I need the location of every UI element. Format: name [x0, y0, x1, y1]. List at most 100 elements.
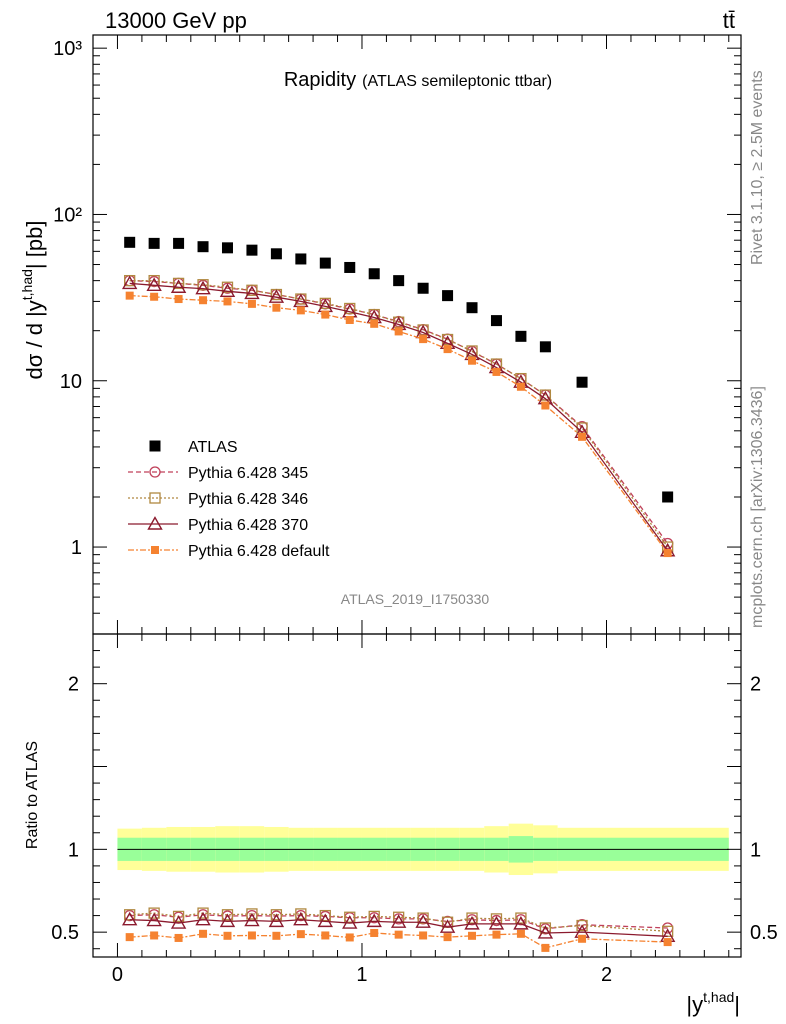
- ratio-point-s2-17: [537, 925, 554, 939]
- analysis-id: ATLAS_2019_I1750330: [341, 591, 490, 607]
- legend-marker-3: [147, 516, 163, 530]
- ratio-point-s3-10: [370, 928, 379, 937]
- ratio-series-line-1: [129, 912, 668, 932]
- ratio-y-tick-label-left: 0.5: [51, 922, 79, 944]
- main-point-s0-17: [539, 341, 551, 353]
- main-point-s4-12: [419, 335, 428, 344]
- rivet-label: Rivet 3.1.10, ≥ 2.5M events: [749, 70, 766, 265]
- legend: ATLAS Pythia 6.428 345 Pythia 6.428 346 Pyt…: [128, 439, 330, 560]
- main-point-s0-0: [124, 236, 136, 248]
- ratio-point-s3-11: [394, 930, 403, 939]
- main-y-tick-label: 10²: [53, 204, 82, 226]
- ratio-point-s2-2: [170, 915, 187, 929]
- ratio-point-s3-14: [468, 931, 477, 940]
- ratio-y-tick-label-left: 1: [68, 839, 79, 861]
- main-point-s0-19: [662, 491, 674, 503]
- main-point-s2-14: [466, 345, 478, 357]
- main-point-s0-3: [197, 241, 209, 253]
- ratio-point-s3-3: [199, 929, 208, 938]
- main-ylabel: dσ / d |yt,had| [pb]: [19, 221, 47, 380]
- mcplots-label: mcplots.cern.ch [arXiv:1306.3436]: [749, 386, 766, 628]
- ratio-point-s3-18: [578, 934, 587, 943]
- main-y-tick-label: 1: [71, 537, 82, 559]
- main-ylabel-sup: t,had: [19, 269, 35, 300]
- main-point-s4-4: [223, 297, 232, 306]
- ratio-point-s1-14: [466, 912, 478, 924]
- ratio-point-s3-19: [663, 938, 672, 947]
- ratio-point-s1-12: [417, 912, 429, 924]
- main-point-s4-16: [516, 382, 525, 391]
- main-point-s0-10: [368, 268, 380, 280]
- main-point-s4-10: [370, 319, 379, 328]
- main-point-s0-18: [576, 376, 588, 388]
- ratio-point-s2-9: [342, 915, 358, 929]
- legend-label-1: Pythia 6.428 345: [188, 465, 308, 482]
- legend-label-0: ATLAS: [188, 439, 238, 456]
- ratio-point-s3-16: [516, 929, 525, 938]
- ratio-point-s1-3: [197, 907, 209, 919]
- main-point-s2-9: [344, 302, 356, 315]
- main-point-s2-4: [221, 281, 234, 293]
- legend-marker-4: [151, 546, 159, 554]
- ratio-ylabel: Ratio to ATLAS: [24, 741, 41, 849]
- main-point-s3-1: [146, 277, 162, 291]
- ratio-point-s3-12: [419, 931, 428, 940]
- ratio-point-s2-6: [268, 913, 285, 928]
- ratio-point-s2-1: [146, 912, 162, 927]
- legend-marker-2: [149, 492, 161, 504]
- plot-title-sub: (ATLAS semileptonic ttbar): [362, 73, 552, 90]
- plot-title-main: Rapidity: [284, 69, 356, 91]
- legend-label-2: Pythia 6.428 346: [188, 491, 308, 508]
- ratio-y-tick-label-left: 2: [68, 674, 79, 696]
- xlabel: |yt,had|: [686, 989, 740, 1017]
- ratio-point-s1-18: [576, 919, 588, 932]
- plot-title: Rapidity (ATLAS semileptonic ttbar): [284, 69, 552, 91]
- ratio-panel: 0 1 2 0.5 0.5 1 1 2 2: [51, 35, 778, 986]
- ratio-point-s2-7: [293, 911, 309, 926]
- main-point-s4-9: [345, 315, 354, 324]
- main-point-s0-16: [515, 330, 527, 342]
- process-label: tt̄: [723, 8, 735, 33]
- ratio-point-s3-9: [345, 933, 354, 942]
- ratio-point-s3-0: [125, 933, 134, 942]
- ratio-series-line-3: [129, 932, 668, 949]
- main-point-s4-18: [578, 432, 587, 441]
- legend-label-4: Pythia 6.428 default: [188, 543, 330, 560]
- main-point-s0-14: [466, 302, 478, 314]
- main-ylabel-tail: | [pb]: [22, 221, 47, 270]
- main-point-s3-0: [121, 275, 138, 290]
- main-y-tick-label: 10: [60, 371, 82, 393]
- main-point-s3-4: [219, 283, 236, 298]
- ratio-y-tick-label-right: 0.5: [750, 922, 778, 944]
- main-point-s4-3: [199, 296, 208, 305]
- main-point-s2-3: [197, 279, 209, 291]
- main-point-s4-13: [443, 345, 452, 354]
- energy-label: 13000 GeV pp: [105, 8, 247, 33]
- ratio-point-s2-3: [195, 911, 211, 926]
- ratio-point-s3-8: [321, 931, 330, 940]
- main-point-s4-2: [174, 295, 183, 304]
- main-ylabel-text: dσ / d |y: [22, 300, 47, 379]
- legend-label-3: Pythia 6.428 370: [188, 517, 308, 534]
- main-point-s4-6: [272, 303, 281, 312]
- main-point-s0-15: [490, 315, 502, 327]
- ratio-point-s1-2: [172, 910, 185, 923]
- ratio-point-s2-4: [219, 913, 236, 928]
- main-point-s2-10: [368, 308, 380, 321]
- main-series-line-2: [129, 279, 669, 548]
- main-point-s3-3: [195, 280, 211, 295]
- ratio-point-s3-1: [150, 931, 159, 940]
- main-point-s4-15: [492, 367, 501, 376]
- xlabel-text: |y: [686, 992, 703, 1017]
- ratio-point-s1-19: [661, 925, 674, 937]
- main-point-s3-2: [170, 279, 187, 293]
- main-point-s0-2: [173, 237, 185, 249]
- main-point-s3-5: [244, 285, 260, 300]
- ratio-y-tick-label-right: 2: [750, 674, 761, 696]
- ratio-point-s2-0: [121, 911, 138, 926]
- ratio-point-s2-16: [513, 915, 529, 930]
- main-point-s0-12: [417, 282, 429, 294]
- xlabel-tail: |: [734, 992, 740, 1017]
- ratio-series-line-0: [129, 914, 668, 930]
